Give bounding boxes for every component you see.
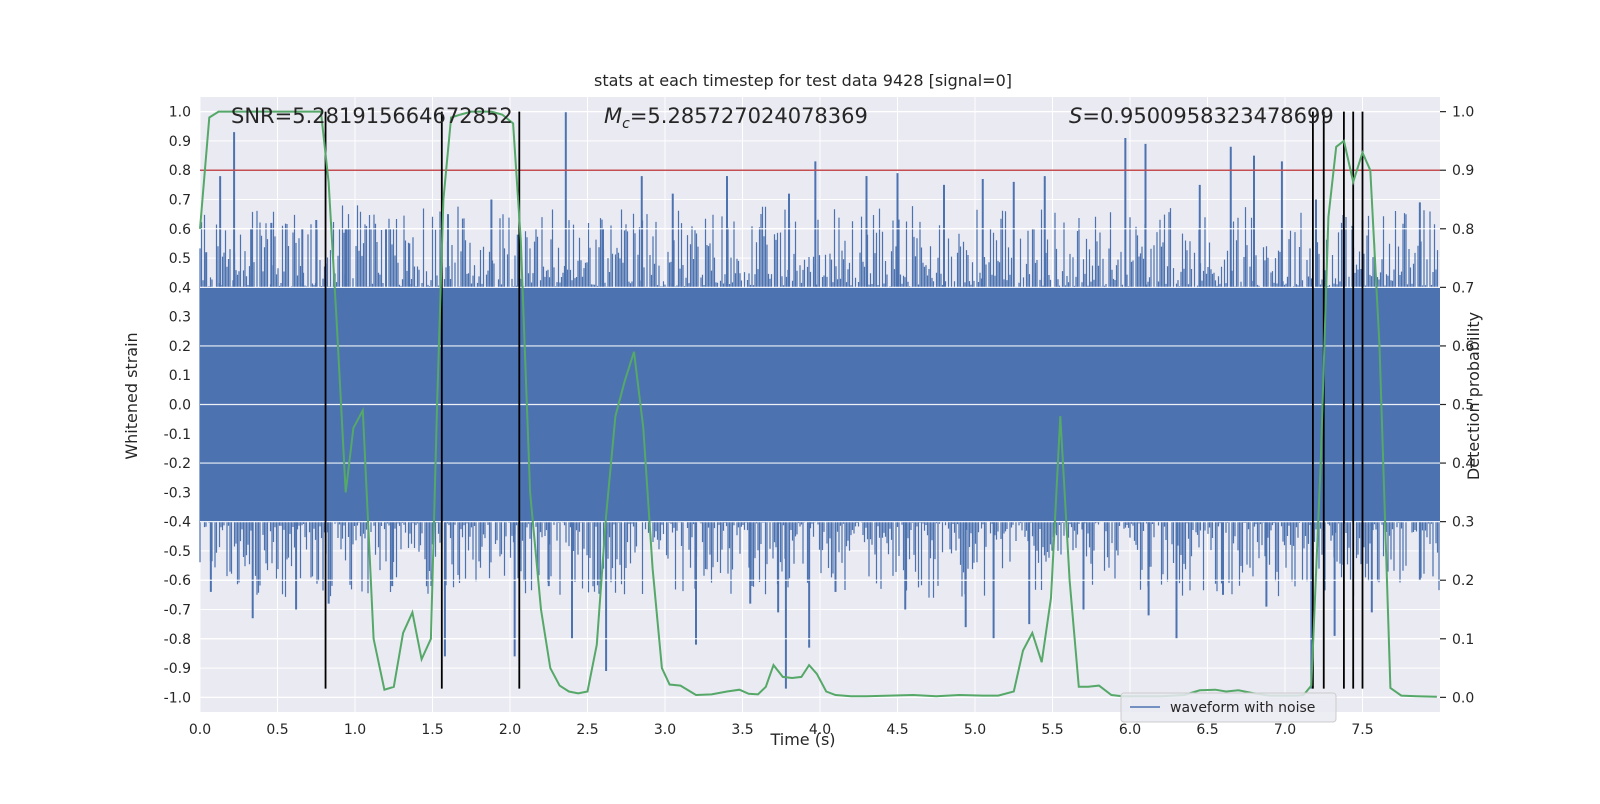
y-left-tick-label: -0.8 xyxy=(164,632,191,648)
y-right-tick-label: 0.0 xyxy=(1452,690,1474,706)
y-right-tick-label: 0.9 xyxy=(1452,163,1474,179)
y-left-tick-label: 1.0 xyxy=(169,105,191,121)
y-left-tick-label: -0.3 xyxy=(164,485,191,501)
y-right-tick-label: 0.7 xyxy=(1452,280,1474,296)
y-right-tick-label: 0.3 xyxy=(1452,515,1474,531)
y-left-tick-label: -0.7 xyxy=(164,603,191,619)
x-tick-label: 2.5 xyxy=(576,722,598,738)
x-tick-label: 1.5 xyxy=(421,722,443,738)
waveform-trace xyxy=(199,205,1440,598)
chirp-mass-annotation: Mc=5.285727024078369 xyxy=(604,104,868,132)
y-right-tick-label: 0.5 xyxy=(1452,398,1474,414)
x-tick-label: 3.0 xyxy=(654,722,676,738)
y-right-tick-label: 0.1 xyxy=(1452,632,1474,648)
y-left-tick-label: -0.2 xyxy=(164,456,191,472)
x-tick-label: 4.5 xyxy=(886,722,908,738)
vertical-lines xyxy=(324,111,1364,689)
chirp-mass-subscript: c xyxy=(622,116,630,132)
y-right-tick-label: 1.0 xyxy=(1452,105,1474,121)
y-left-tick-label: 0.5 xyxy=(169,251,191,267)
detection-probability-series xyxy=(199,110,1437,698)
x-tick-label: 5.5 xyxy=(1041,722,1063,738)
chirp-mass-value: =5.285727024078369 xyxy=(630,104,868,128)
x-tick-label: 5.0 xyxy=(964,722,986,738)
y-right-tick-label: 0.2 xyxy=(1452,573,1474,589)
legend: waveform with noise xyxy=(1120,692,1337,723)
legend-label: waveform with noise xyxy=(1170,700,1315,716)
x-tick-label: 6.0 xyxy=(1119,722,1141,738)
y-left-tick-label: 0.0 xyxy=(169,398,191,414)
x-axis-label: Time (s) xyxy=(769,730,835,749)
chirp-mass-symbol: M xyxy=(604,104,622,128)
y-left-tick-label: 0.7 xyxy=(169,193,191,209)
x-axis-ticks: 0.0 0.5 1.0 1.5 2.0 2.5 3.0 3.5 4.0 4.5 5.0 5.5 6.0 6… xyxy=(189,722,1374,738)
detection-probability-line xyxy=(199,110,1437,698)
y-right-axis-label: Detection probability xyxy=(1464,312,1483,480)
x-tick-label: 7.0 xyxy=(1274,722,1296,738)
y-left-tick-label: -0.5 xyxy=(164,544,191,560)
y-left-tick-label: 0.9 xyxy=(169,134,191,150)
x-tick-label: 2.0 xyxy=(499,722,521,738)
legend-box xyxy=(1120,692,1337,723)
y-left-tick-label: 0.3 xyxy=(169,310,191,326)
y-left-tick-label: 0.6 xyxy=(169,222,191,238)
chart-title: stats at each timestep for test data 942… xyxy=(594,71,1012,90)
y-left-tick-label: -1.0 xyxy=(164,690,191,706)
snr-annotation: SNR=5.281915664672852 xyxy=(231,104,513,128)
y-left-axis-label: Whitened strain xyxy=(122,332,141,459)
x-tick-label: 0.5 xyxy=(266,722,288,738)
x-tick-label: 1.0 xyxy=(344,722,366,738)
score-symbol: S xyxy=(1069,104,1082,128)
y-left-tick-label: -0.6 xyxy=(164,573,191,589)
y-right-tick-label: 0.6 xyxy=(1452,339,1474,355)
y-right-tick-label: 0.8 xyxy=(1452,222,1474,238)
y-right-tick-label: 0.4 xyxy=(1452,456,1474,472)
y-left-tick-label: 0.4 xyxy=(169,280,191,296)
x-tick-label: 4.0 xyxy=(809,722,831,738)
y-left-tick-label: 0.8 xyxy=(169,163,191,179)
x-tick-label: 0.0 xyxy=(189,722,211,738)
y-right-axis-ticks: 1.0 0.9 0.8 0.7 0.6 0.5 0.4 0.3 0.2 0.1 0.0 xyxy=(1440,105,1474,706)
y-left-tick-label: -0.9 xyxy=(164,661,191,677)
score-value: =0.9500958323478699 xyxy=(1082,104,1333,128)
y-left-tick-label: -0.1 xyxy=(164,427,191,443)
x-tick-label: 3.5 xyxy=(731,722,753,738)
y-left-axis-ticks: 1.0 0.9 0.8 0.7 0.6 0.5 0.4 0.3 0.2 0.1 0.0 -0.1 -0.… xyxy=(164,105,191,707)
score-annotation: S=0.9500958323478699 xyxy=(1069,104,1334,128)
x-tick-label: 6.5 xyxy=(1196,722,1218,738)
y-left-tick-label: 0.1 xyxy=(169,368,191,384)
y-left-tick-label: -0.4 xyxy=(164,515,191,531)
y-left-tick-label: 0.2 xyxy=(169,339,191,355)
x-tick-label: 7.5 xyxy=(1351,722,1373,738)
